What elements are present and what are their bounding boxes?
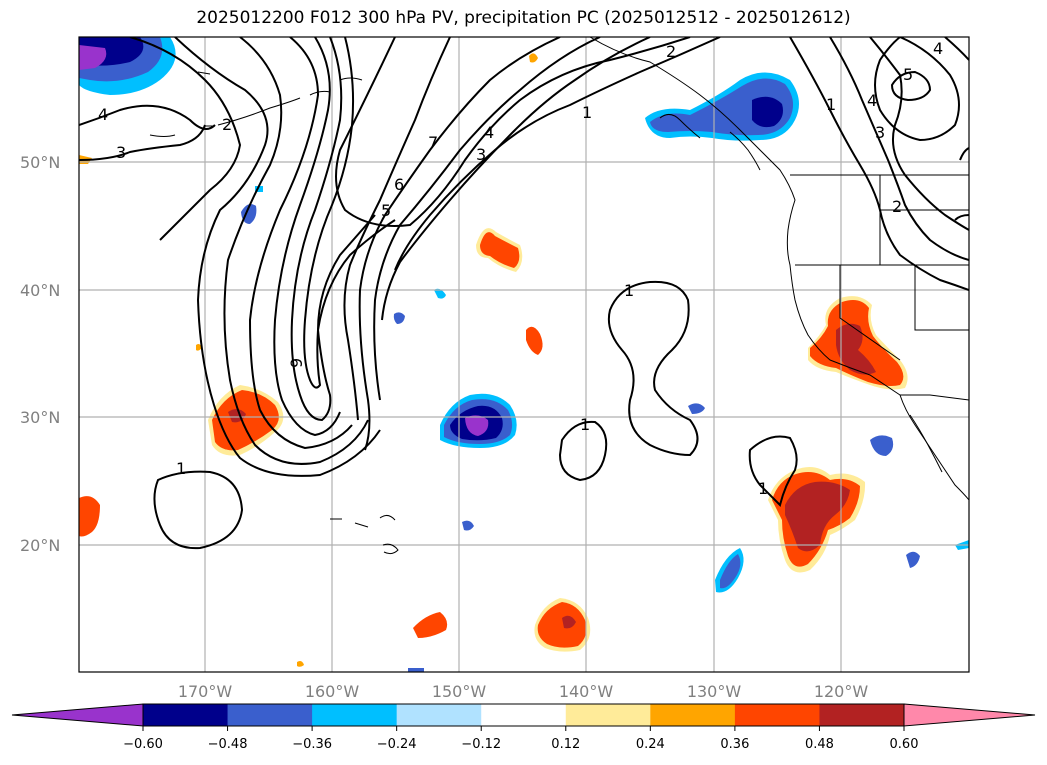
colorbar-frame — [142, 703, 905, 727]
colorbar-cell — [396, 704, 482, 726]
lon-label: 160°W — [305, 682, 360, 701]
contour-label: 1 — [580, 415, 590, 434]
colorbar-extend-high — [903, 703, 1036, 727]
colorbar-tick-label: −0.24 — [377, 737, 417, 752]
contour-label: 3 — [116, 143, 126, 162]
colorbar-tick-label: −0.60 — [123, 737, 163, 752]
pv-contours — [79, 37, 969, 550]
colorbar-cell — [650, 704, 736, 726]
contour-label: 4 — [867, 91, 877, 110]
contour-label: 9 — [287, 358, 306, 368]
latitude-labels: 50°N 40°N 30°N 20°N — [20, 153, 60, 555]
colorbar-tick-label: 0.48 — [805, 737, 834, 752]
lon-label: 170°W — [178, 682, 233, 701]
lon-label: 150°W — [432, 682, 487, 701]
colorbar-extend-low — [11, 703, 144, 727]
colorbar-cell — [312, 704, 398, 726]
colorbar-cell — [227, 704, 313, 726]
contour-label: 7 — [428, 133, 438, 152]
colorbar-tick-label: −0.36 — [292, 737, 332, 752]
lat-label: 50°N — [20, 153, 60, 172]
colorbar-tick-label: −0.12 — [461, 737, 501, 752]
colorbar-cell — [481, 704, 567, 726]
colorbar-tick-label: 0.24 — [636, 737, 665, 752]
lon-label: 140°W — [559, 682, 614, 701]
contour-label: 1 — [624, 281, 634, 300]
lat-label: 20°N — [20, 536, 60, 555]
contour-label: 2 — [666, 42, 676, 61]
colorbar-tick-label: 0.12 — [551, 737, 580, 752]
contour-label: 1 — [582, 103, 592, 122]
colorbar-cell — [819, 704, 905, 726]
lat-label: 30°N — [20, 408, 60, 427]
contour-label: 4 — [933, 39, 943, 58]
contour-label: 5 — [381, 201, 391, 220]
contour-label: 5 — [903, 65, 913, 84]
graticule — [79, 37, 969, 672]
contour-label: 2 — [892, 197, 902, 216]
colorbar-tick-label: 0.36 — [720, 737, 749, 752]
lon-label: 130°W — [687, 682, 742, 701]
lat-label: 40°N — [20, 281, 60, 300]
map-frame — [78, 36, 970, 673]
contour-label: 1 — [176, 459, 186, 478]
contour-label: 2 — [222, 115, 232, 134]
contour-label: 1 — [758, 479, 768, 498]
map-title: 2025012200 F012 300 hPa PV, precipitatio… — [196, 8, 851, 28]
coastlines — [149, 37, 969, 555]
contour-label: 6 — [394, 175, 404, 194]
colorbar: −0.60 −0.48 −0.36 −0.24 −0.12 0.12 0.24 0.36 0.4… — [11, 703, 1036, 752]
colorbar-tick-label: 0.60 — [890, 737, 919, 752]
longitude-labels: 170°W 160°W 150°W 140°W 130°W 120°W — [178, 682, 869, 701]
contour-label: 3 — [875, 123, 885, 142]
contour-label: 1 — [826, 95, 836, 114]
colorbar-cell — [565, 704, 651, 726]
lon-label: 120°W — [814, 682, 869, 701]
colorbar-cell — [734, 704, 820, 726]
colorbar-tick-label: −0.48 — [208, 737, 248, 752]
colorbar-cell — [143, 704, 229, 726]
contour-label: 4 — [484, 123, 494, 142]
contour-label: 4 — [98, 105, 108, 124]
pv-contour-labels: 4 3 7 6 5 4 3 2 1 2 1 4 5 4 3 2 9 1 1 1 … — [98, 39, 943, 498]
contour-label: 3 — [476, 145, 486, 164]
